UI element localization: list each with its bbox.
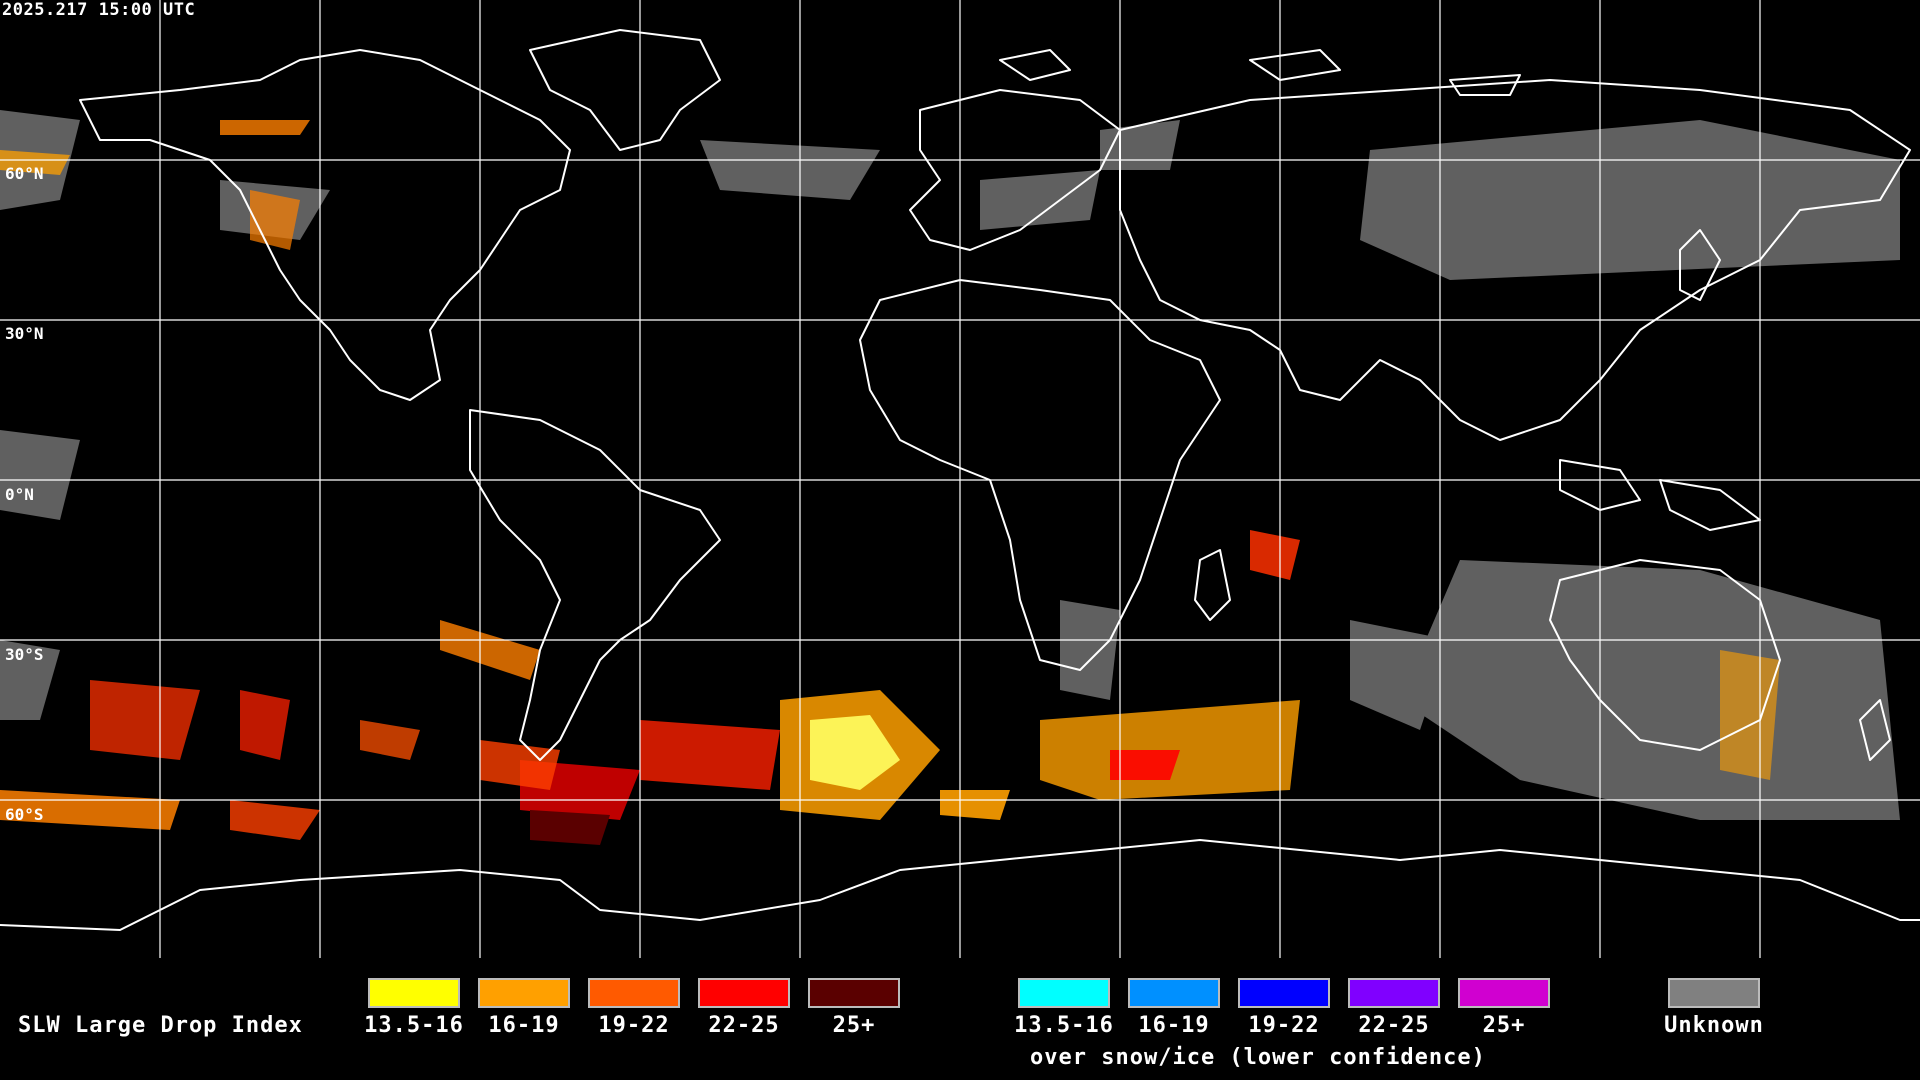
timestamp: 2025.217 15:00 UTC	[2, 0, 196, 20]
legend-label-snow-4: 22-25	[1358, 1013, 1430, 1038]
legend-label-snow-2: 16-19	[1138, 1013, 1210, 1038]
legend-swatch-unknown	[1668, 978, 1760, 1008]
legend-label-normal-4: 22-25	[708, 1013, 780, 1038]
legend-swatch-snow-3	[1238, 978, 1330, 1008]
legend-swatch-normal-2	[478, 978, 570, 1008]
lat-lon-grid	[0, 0, 1920, 958]
legend-label-normal-1: 13.5-16	[364, 1013, 464, 1038]
legend-swatch-normal-5	[808, 978, 900, 1008]
lat-label-30n: 30°N	[5, 324, 44, 343]
legend-label-normal-5: 25+	[832, 1013, 876, 1038]
legend-label-snow-3: 19-22	[1248, 1013, 1320, 1038]
legend-label-snow-5: 25+	[1482, 1013, 1526, 1038]
legend-swatch-snow-5	[1458, 978, 1550, 1008]
legend-swatch-snow-2	[1128, 978, 1220, 1008]
legend-label-snow-1: 13.5-16	[1014, 1013, 1114, 1038]
legend-swatch-snow-1	[1018, 978, 1110, 1008]
legend-swatch-normal-3	[588, 978, 680, 1008]
legend-swatch-snow-4	[1348, 978, 1440, 1008]
legend-swatch-normal-1	[368, 978, 460, 1008]
legend-label-normal-3: 19-22	[598, 1013, 670, 1038]
legend-title: SLW Large Drop Index	[18, 1013, 303, 1038]
lat-label-60n: 60°N	[5, 164, 44, 183]
slw-regions	[0, 120, 1780, 845]
snow-ice-caption: over snow/ice (lower confidence)	[1030, 1045, 1486, 1070]
legend-swatch-normal-4	[698, 978, 790, 1008]
lat-label-0n: 0°N	[5, 485, 34, 504]
world-map	[0, 0, 1920, 958]
legend-label-unknown: Unknown	[1664, 1013, 1764, 1038]
lat-label-60s: 60°S	[5, 805, 44, 824]
legend-label-normal-2: 16-19	[488, 1013, 560, 1038]
lat-label-30s: 30°S	[5, 645, 44, 664]
map-area: 2025.217 15:00 UTC 60°N 30°N 0°N 30°S 60…	[0, 0, 1920, 958]
legend	[0, 960, 1920, 1080]
